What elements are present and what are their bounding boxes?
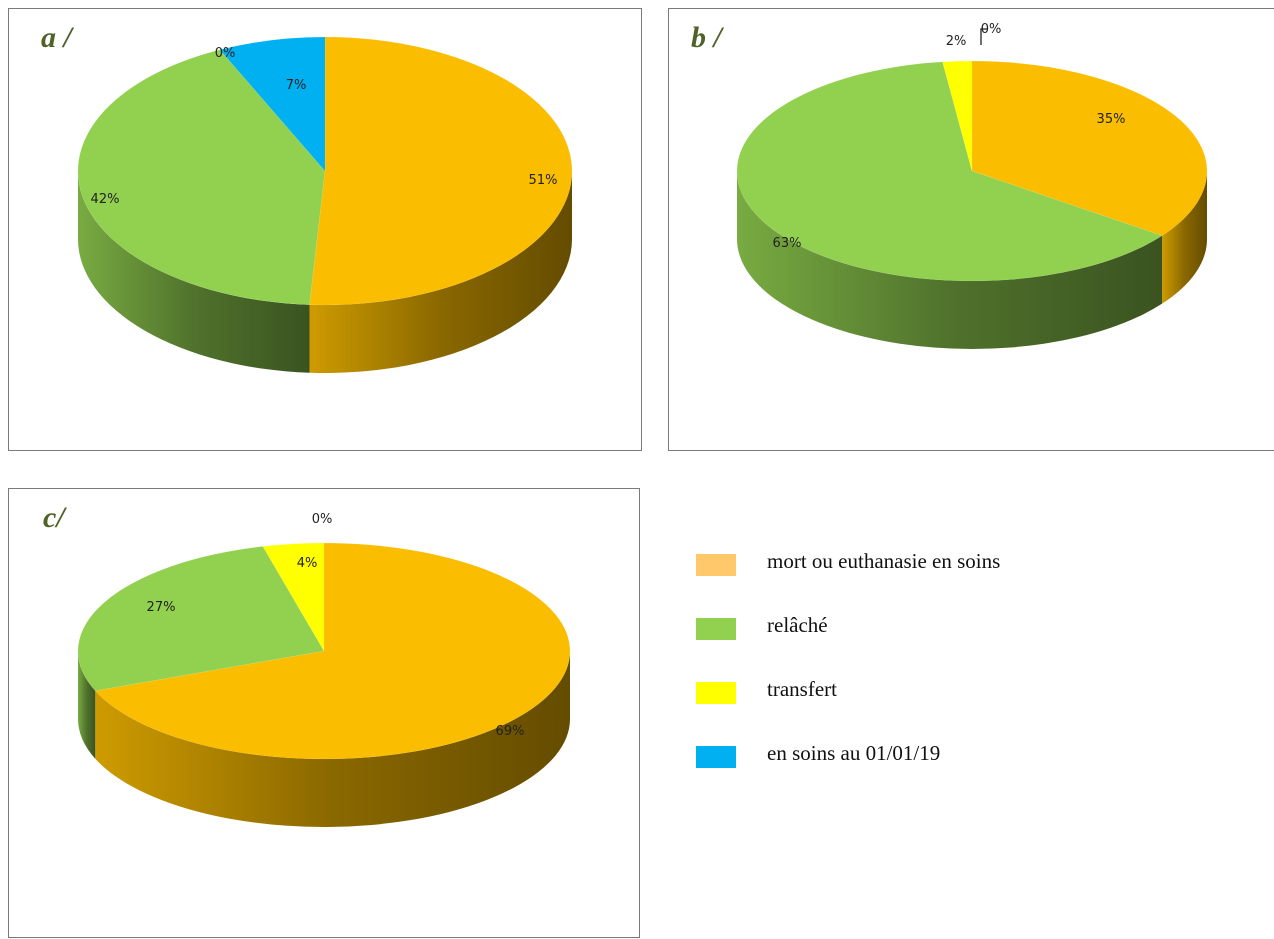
- chart-c-slice-mort: [94, 542, 571, 760]
- chart-a-data-label-en-soins: 7%: [286, 78, 307, 93]
- chart-c-sides: [78, 651, 570, 827]
- chart-a-sides: [78, 171, 572, 374]
- chart-a-slice-en-soins: [219, 36, 326, 172]
- chart-a-svg: 51% 42% 0% 7%: [77, 36, 573, 374]
- chart-c-data-label-mort: 69%: [496, 724, 525, 739]
- legend-swatch-relache: [696, 618, 736, 640]
- chart-c-slice-transfert: [262, 542, 325, 652]
- chart-b-slice-transfert: [942, 60, 973, 172]
- chart-c-svg: 69% 27% 4% 0%: [77, 512, 571, 827]
- chart-c-side-relache: [78, 651, 96, 759]
- chart-a-data-label-mort: 51%: [529, 173, 558, 188]
- chart-a-data-label-relache: 42%: [91, 192, 120, 207]
- chart-b-data-label-en-soins: 0%: [981, 22, 1002, 37]
- legend-label-relache: relâché: [767, 613, 828, 637]
- chart-b-svg: 35% 63% 2% 0%: [736, 22, 1208, 349]
- chart-b-side-relache: [737, 171, 1163, 349]
- chart-b-side-mort: [1162, 171, 1207, 304]
- chart-b-data-label-transfert: 2%: [946, 34, 967, 49]
- chart-b-data-label-mort: 35%: [1097, 112, 1126, 127]
- pie-chart-c: c/ 69% 27% 4% 0%: [8, 488, 640, 938]
- chart-b-title: b /: [691, 21, 722, 54]
- chart-c-data-label-transfert: 4%: [297, 556, 318, 571]
- chart-b-slice-relache: [736, 61, 1163, 282]
- chart-b-slice-mort: [971, 60, 1208, 236]
- chart-c-data-label-relache: 27%: [147, 600, 176, 615]
- legend-label-transfert: transfert: [767, 677, 837, 701]
- chart-c-data-label-en-soins: 0%: [312, 512, 333, 527]
- chart-c-side-mort: [95, 651, 570, 827]
- chart-b-leader-line: [980, 28, 987, 45]
- legend-label-en-soins: en soins au 01/01/19: [767, 741, 941, 765]
- legend-label-mort: mort ou euthanasie en soins: [767, 549, 1001, 573]
- chart-a-side-mort: [309, 171, 572, 374]
- pie-chart-b: b / 35% 63% 2% 0%: [668, 8, 1274, 451]
- chart-c-title: c/: [43, 501, 65, 534]
- chart-b-data-label-relache: 63%: [773, 236, 802, 251]
- pie-chart-a: a / 51% 42% 0% 7%: [8, 8, 642, 451]
- chart-b-sides: [737, 171, 1207, 349]
- chart-c-slice-relache: [77, 546, 325, 692]
- chart-a-title: a /: [41, 21, 72, 54]
- legend-swatch-mort: [696, 554, 736, 576]
- legend-swatch-en-soins: [696, 746, 736, 768]
- chart-a-slice-mort: [309, 36, 573, 306]
- legend-swatch-transfert: [696, 682, 736, 704]
- chart-a-slice-relache: [77, 49, 326, 305]
- chart-a-side-relache: [78, 171, 310, 373]
- chart-a-data-label-transfert: 0%: [215, 46, 236, 61]
